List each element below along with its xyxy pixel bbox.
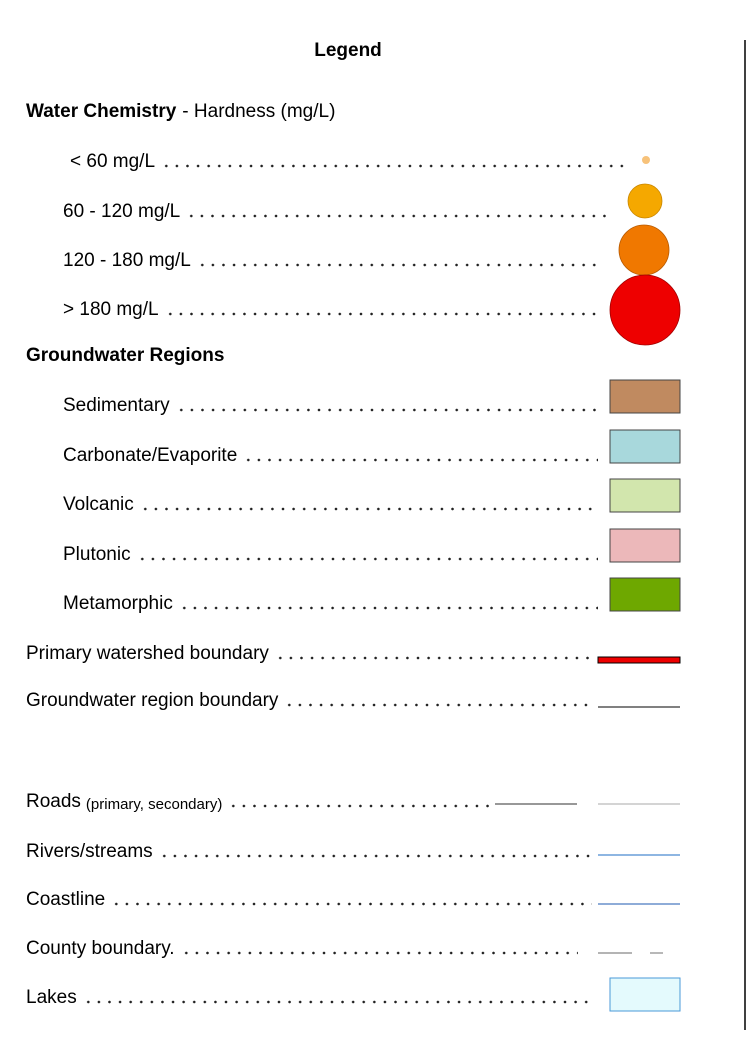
item-label: Coastline — [26, 889, 106, 910]
item-label: Lakes — [26, 987, 77, 1008]
section-label: Groundwater Regions — [26, 345, 225, 366]
item-label: Primary watershed boundary — [26, 643, 269, 664]
region-swatch — [609, 379, 681, 414]
item-label: Carbonate/Evaporite — [63, 445, 238, 466]
item-label: 120 - 180 mg/L — [63, 250, 191, 271]
leader-dots — [178, 606, 598, 610]
item-label: Metamorphic — [63, 593, 173, 614]
region-swatch — [609, 429, 681, 464]
legend-row: Volcanic — [63, 490, 598, 516]
region-swatch — [609, 577, 681, 612]
legend-row: 120 - 180 mg/L — [63, 246, 596, 272]
region-swatch — [609, 478, 681, 513]
leader-dots — [274, 656, 592, 660]
item-label: Groundwater region boundary — [26, 690, 279, 711]
legend-row: Groundwater region boundary — [26, 686, 592, 712]
legend-row: > 180 mg/L — [63, 295, 603, 321]
leader-dots — [243, 458, 598, 462]
hardness-symbol — [609, 274, 681, 346]
legend-row: Metamorphic — [63, 589, 598, 615]
watershed-line — [597, 656, 681, 664]
hardness-symbol — [618, 224, 670, 276]
legend-row: Plutonic — [63, 540, 598, 566]
leader-dots — [164, 312, 603, 316]
legend-row: Primary watershed boundary — [26, 639, 592, 665]
leader-dots — [196, 263, 596, 267]
section-header: Water Chemistry - Hardness (mg/L) — [26, 97, 335, 123]
item-label: Roads — [26, 791, 81, 812]
lake-swatch — [609, 977, 681, 1012]
leader-dots — [82, 1000, 592, 1004]
section-description: - Hardness (mg/L) — [182, 101, 336, 122]
legend-row: 60 - 120 mg/L — [63, 197, 613, 223]
item-note: (primary, secondary) — [85, 796, 223, 813]
leader-dots — [158, 854, 592, 858]
item-label: Sedimentary — [63, 395, 170, 416]
legend-row: Coastline — [26, 885, 592, 911]
region-swatch — [609, 528, 681, 563]
item-label: < 60 mg/L — [70, 151, 156, 172]
leader-dots — [284, 703, 592, 707]
leader-dots — [228, 804, 494, 808]
legend-title: Legend — [314, 40, 382, 61]
leader-dots — [180, 951, 578, 955]
item-label: County boundary. — [26, 938, 175, 959]
section-header: Groundwater Regions — [26, 341, 224, 367]
item-label: Volcanic — [63, 494, 134, 515]
leader-dots — [139, 507, 598, 511]
legend-row: Rivers/streams — [26, 837, 592, 863]
item-label: > 180 mg/L — [63, 299, 159, 320]
leader-dots — [175, 408, 598, 412]
item-label: Rivers/streams — [26, 841, 153, 862]
leader-dots — [136, 557, 598, 561]
legend-row: < 60 mg/L — [70, 147, 630, 173]
item-label: Plutonic — [63, 544, 131, 565]
hardness-symbol — [642, 156, 650, 164]
legend-row: County boundary. — [26, 934, 578, 960]
legend-row: Roads (primary, secondary) — [26, 787, 494, 813]
legend-row: Sedimentary — [63, 391, 598, 417]
item-label: 60 - 120 mg/L — [63, 201, 181, 222]
leader-dots — [161, 164, 630, 168]
section-label: Water Chemistry — [26, 101, 177, 122]
legend-row: Carbonate/Evaporite — [63, 441, 598, 467]
hardness-symbol — [627, 183, 663, 219]
leader-dots — [186, 214, 613, 218]
leader-dots — [111, 902, 592, 906]
legend-row: Lakes — [26, 983, 592, 1009]
